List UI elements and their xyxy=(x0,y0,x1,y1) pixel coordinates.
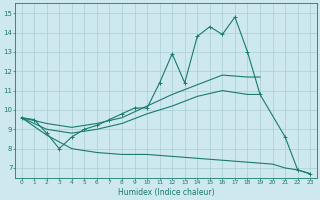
X-axis label: Humidex (Indice chaleur): Humidex (Indice chaleur) xyxy=(117,188,214,197)
